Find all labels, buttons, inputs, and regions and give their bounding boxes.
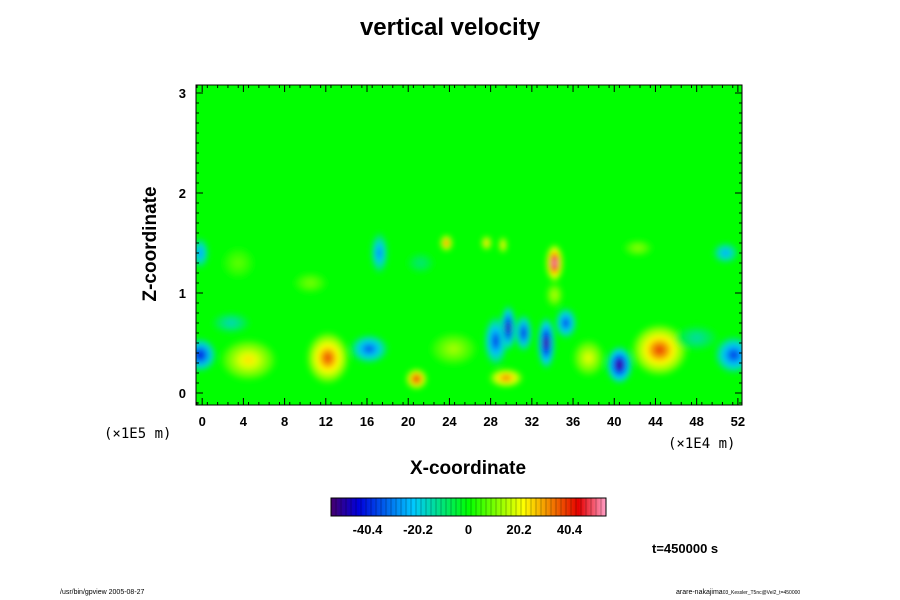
- time-label: t=450000 s: [652, 541, 719, 556]
- heatmap-cell: [632, 325, 687, 375]
- colorbar-tick-label: 20.2: [506, 522, 531, 537]
- heatmap-cell: [546, 245, 563, 281]
- heatmap-cell: [222, 248, 254, 278]
- heatmap-cell-level: [521, 329, 526, 337]
- heatmap-cell: [371, 233, 388, 273]
- heatmap-cell-level: [563, 320, 568, 326]
- x-tick-label: 24: [442, 414, 457, 429]
- heatmap-cell-level: [377, 249, 382, 257]
- x-tick-label: 36: [566, 414, 580, 429]
- heatmap-cell: [623, 240, 653, 256]
- heatmap-cell-level: [723, 251, 728, 255]
- footer-author: arare-nakajima03_Kessler_T5nc@Vel2_t=450…: [676, 589, 800, 596]
- heatmap-cell: [538, 318, 555, 368]
- heatmap-cell: [573, 340, 604, 376]
- plot-frame: [195, 84, 743, 406]
- heatmap-cell-level: [502, 376, 510, 380]
- heatmap-cell: [489, 369, 523, 387]
- y-axis-label: Z-coordinate: [140, 186, 161, 302]
- heatmap-cell: [406, 369, 427, 389]
- heatmap-cell-level: [449, 345, 459, 353]
- heatmap-cell-level: [198, 250, 202, 256]
- heatmap-cell-level: [692, 335, 701, 341]
- heatmap-cell: [221, 340, 276, 380]
- heatmap-cell-level: [493, 336, 499, 346]
- x-tick-label: 12: [319, 414, 333, 429]
- colorbar-tick-label: -20.2: [403, 522, 433, 537]
- heatmap-cell-level: [552, 292, 557, 298]
- heatmap-cell-level: [307, 281, 314, 285]
- heatmap-cell-level: [485, 241, 488, 245]
- heatmap-cell-level: [654, 345, 665, 355]
- x-tick-label: 32: [525, 414, 539, 429]
- heatmap-cell-level: [417, 261, 424, 265]
- heatmap-cell-level: [323, 353, 332, 363]
- heatmap-cell: [212, 313, 250, 333]
- chart-title: vertical velocity: [359, 14, 541, 41]
- y-tick-label: 1: [179, 286, 186, 301]
- x-tick-label: 28: [483, 414, 497, 429]
- heatmap-cell: [676, 326, 718, 350]
- heatmap-cell-level: [445, 241, 448, 245]
- heatmap-cell-level: [243, 356, 254, 364]
- y-tick-label: 3: [179, 86, 186, 101]
- y-tick-label: 0: [179, 386, 186, 401]
- heatmap-cell: [440, 235, 453, 251]
- heatmap-cell-level: [414, 377, 419, 381]
- y-tick-label: 2: [179, 186, 186, 201]
- heatmap-cell: [307, 333, 349, 383]
- heatmap-cell-level: [227, 321, 235, 325]
- heatmap-cell: [481, 236, 492, 250]
- heatmap-cell-level: [585, 354, 592, 362]
- x-tick-label: 0: [199, 414, 206, 429]
- heatmap-cell-level: [552, 259, 557, 267]
- heatmap-cell: [293, 273, 327, 293]
- x-tick-label: 8: [281, 414, 288, 429]
- footer-author-name: arare-nakajima: [676, 589, 723, 596]
- heatmap-cell: [715, 337, 742, 373]
- heatmap-cell-level: [730, 351, 738, 359]
- x-tick-label: 52: [731, 414, 745, 429]
- x-tick-label: 16: [360, 414, 374, 429]
- heatmap-cell-level: [616, 361, 622, 369]
- heatmap-cell: [430, 333, 477, 365]
- heatmap-cell-level: [544, 338, 548, 348]
- heatmap-cell: [546, 283, 563, 307]
- heatmap-cell-level: [506, 323, 510, 333]
- heatmap-cell: [196, 238, 209, 268]
- heatmap-cell-level: [235, 260, 242, 266]
- x-tick-label: 20: [401, 414, 415, 429]
- heatmap-cell-level: [365, 346, 373, 352]
- heatmap-cell: [498, 237, 508, 253]
- heatmap-cell: [515, 315, 532, 351]
- heatmap-cell-level: [502, 243, 504, 247]
- heatmap-cell: [350, 335, 388, 363]
- heatmap-cell-level: [635, 246, 641, 250]
- x-tick-label: 48: [689, 414, 703, 429]
- heatmap-cell: [500, 306, 516, 350]
- heatmap-cell: [196, 339, 216, 371]
- x-tick-label: 4: [240, 414, 248, 429]
- x-scale-note: (×1E4 m): [668, 436, 736, 452]
- x-axis-label: X-coordinate: [409, 458, 527, 479]
- heatmap-cell: [555, 308, 577, 338]
- x-tick-label: 44: [648, 414, 663, 429]
- colorbar-tick-label: 0: [465, 522, 472, 537]
- colorbar: [330, 497, 607, 517]
- footer-command: /usr/bin/gpview 2005-08-27: [60, 589, 145, 596]
- y-scale-note: (×1E5 m): [104, 426, 172, 442]
- heatmap-cell: [713, 243, 738, 263]
- heatmap-cell: [484, 317, 508, 365]
- heatmap-cell: [407, 253, 434, 273]
- colorbar-tick-label: 40.4: [557, 522, 583, 537]
- footer-file-info: 03_Kessler_T5nc@Vel2_t=450000: [722, 590, 801, 596]
- x-tick-label: 40: [607, 414, 621, 429]
- heatmap-cell: [607, 347, 632, 383]
- colorbar-tick-label: -40.4: [353, 522, 383, 537]
